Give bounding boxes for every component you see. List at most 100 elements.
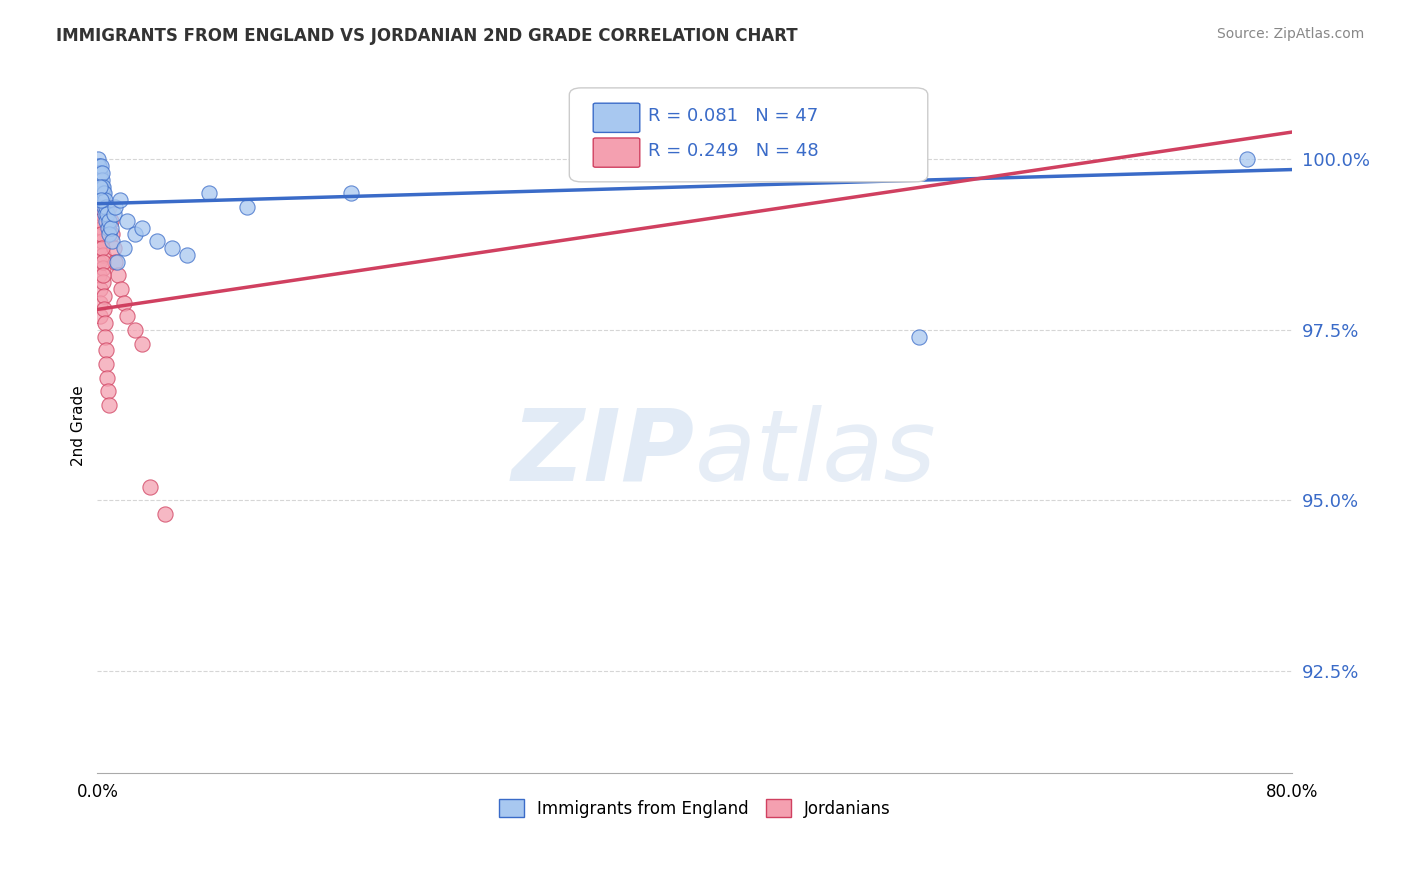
Point [340, 186, 363, 201]
Point [89, 179, 111, 194]
Point [89, 268, 111, 283]
Point [93, 302, 115, 317]
Point [97, 398, 120, 412]
Point [89, 173, 111, 187]
Point [91, 248, 114, 262]
Point [87, 213, 110, 227]
Point [93, 316, 115, 330]
Point [91, 268, 114, 283]
Point [110, 282, 132, 296]
Text: Source: ZipAtlas.com: Source: ZipAtlas.com [1216, 27, 1364, 41]
Point [235, 200, 257, 214]
Point [96, 213, 118, 227]
Text: R = 0.249   N = 48: R = 0.249 N = 48 [648, 142, 818, 160]
Point [115, 310, 138, 324]
Point [112, 241, 135, 255]
Point [90, 173, 112, 187]
Point [100, 220, 122, 235]
Point [115, 213, 138, 227]
FancyBboxPatch shape [593, 138, 640, 167]
Point [91, 254, 114, 268]
Point [91, 179, 114, 194]
Point [90, 194, 112, 208]
Point [146, 234, 169, 248]
Text: ZIP: ZIP [512, 405, 695, 502]
Point [90, 179, 112, 194]
Point [131, 336, 153, 351]
Point [89, 166, 111, 180]
Point [89, 173, 111, 187]
Point [89, 213, 111, 227]
Point [90, 227, 112, 242]
Point [90, 186, 112, 201]
Legend: Immigrants from England, Jordanians: Immigrants from England, Jordanians [492, 793, 897, 824]
Point [87, 173, 110, 187]
Point [90, 207, 112, 221]
Point [94, 207, 117, 221]
FancyBboxPatch shape [593, 103, 640, 132]
Point [91, 275, 114, 289]
Point [1236, 153, 1258, 167]
Point [100, 213, 122, 227]
Point [103, 207, 125, 221]
Point [107, 268, 129, 283]
Point [124, 323, 146, 337]
Point [90, 159, 112, 173]
Point [101, 234, 124, 248]
Point [89, 282, 111, 296]
Point [89, 310, 111, 324]
Point [108, 194, 131, 208]
Point [112, 295, 135, 310]
Point [90, 179, 112, 194]
Point [87, 200, 110, 214]
Point [160, 241, 183, 255]
Point [98, 227, 121, 242]
Point [93, 200, 115, 214]
Point [87, 241, 110, 255]
Point [94, 330, 117, 344]
Point [91, 166, 114, 180]
Point [87, 159, 110, 173]
Point [198, 186, 221, 201]
Point [94, 343, 117, 358]
Point [87, 227, 110, 242]
Point [87, 153, 110, 167]
Point [91, 261, 114, 276]
Point [87, 166, 110, 180]
Point [91, 234, 114, 248]
Text: IMMIGRANTS FROM ENGLAND VS JORDANIAN 2ND GRADE CORRELATION CHART: IMMIGRANTS FROM ENGLAND VS JORDANIAN 2ND… [56, 27, 797, 45]
Point [103, 241, 125, 255]
Point [93, 186, 115, 201]
Point [101, 227, 124, 242]
Point [907, 330, 929, 344]
Point [97, 220, 120, 235]
Point [91, 186, 114, 201]
Point [96, 357, 118, 371]
Point [87, 186, 110, 201]
Point [131, 220, 153, 235]
Point [153, 507, 176, 521]
Point [93, 194, 115, 208]
Point [96, 370, 118, 384]
Point [89, 200, 111, 214]
Point [91, 194, 114, 208]
Point [104, 254, 127, 268]
Point [97, 384, 120, 399]
Point [90, 220, 112, 235]
Point [90, 241, 112, 255]
Point [93, 289, 115, 303]
Point [89, 295, 111, 310]
Y-axis label: 2nd Grade: 2nd Grade [72, 385, 86, 466]
Point [104, 200, 127, 214]
Point [105, 254, 128, 268]
Point [89, 254, 111, 268]
Point [124, 227, 146, 242]
Point [98, 200, 121, 214]
Point [90, 194, 112, 208]
Point [89, 179, 111, 194]
Point [96, 207, 118, 221]
Point [87, 159, 110, 173]
Point [176, 248, 198, 262]
Text: atlas: atlas [695, 405, 936, 502]
FancyBboxPatch shape [569, 88, 928, 182]
